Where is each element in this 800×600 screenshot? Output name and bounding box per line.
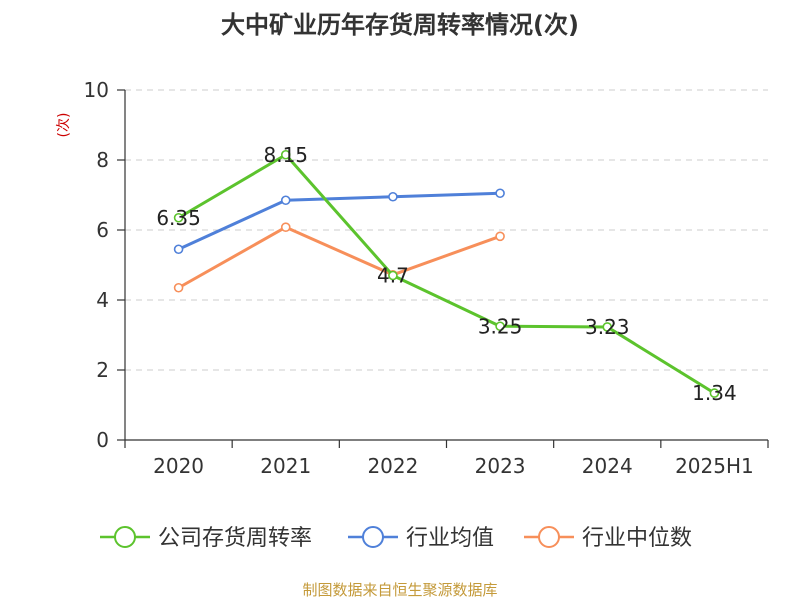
y-axis-label: (次): [56, 113, 72, 138]
legend-marker: [114, 526, 136, 548]
x-tick-label: 2022: [367, 454, 418, 478]
data-point: [280, 222, 291, 232]
x-tick-label: 2024: [582, 454, 633, 478]
x-tick-label: 2023: [475, 454, 526, 478]
x-tick-label: 2021: [260, 454, 311, 478]
y-tick-label: 8: [96, 148, 109, 172]
data-point: [280, 195, 291, 206]
legend-label: 行业中位数: [582, 526, 692, 551]
data-labels: 6.35 8.15 4.7 3.25 3.23 1.34: [156, 143, 736, 405]
data-label: 4.7: [377, 264, 409, 288]
data-point: [495, 231, 505, 242]
legend-label: 行业均值: [406, 526, 494, 551]
y-tick-label: 4: [96, 288, 109, 312]
x-tick-label: 2020: [153, 454, 204, 478]
y-tick-label: 0: [96, 428, 109, 452]
data-point: [709, 388, 720, 398]
chart-title: 大中矿业历年存货周转率情况(次): [221, 11, 579, 39]
data-point: [173, 244, 184, 255]
x-tick-label: 2025H1: [675, 454, 754, 478]
data-point: [602, 322, 613, 332]
legend-marker: [362, 526, 384, 548]
y-tick-label: 10: [84, 78, 109, 102]
data-label: 3.23: [585, 315, 630, 339]
legend: 公司存货周转率 行业均值 行业中位数: [100, 526, 692, 551]
data-point: [280, 149, 291, 160]
data-point: [388, 191, 398, 202]
data-label: 3.25: [478, 314, 523, 338]
y-tick-label: 2: [96, 358, 109, 382]
data-point: [495, 188, 505, 199]
legend-marker: [538, 526, 560, 548]
source-note: 制图数据来自恒生聚源数据库: [302, 581, 497, 599]
data-point: [388, 270, 398, 281]
data-point: [173, 212, 184, 223]
legend-label: 公司存货周转率: [158, 526, 312, 551]
series-line: [177, 225, 501, 290]
y-tick-label: 6: [96, 218, 109, 242]
data-label: 8.15: [263, 143, 308, 167]
series-line: [177, 153, 716, 395]
series-line: [177, 191, 501, 251]
data-label: 1.34: [692, 381, 737, 405]
data-point: [173, 282, 184, 293]
data-label: 6.35: [156, 206, 201, 230]
data-point: [495, 321, 505, 332]
plot-series: [173, 149, 720, 398]
axes: 0 2 4 6 8 10 2020 2021 2022 2023 2024 2025H1 (次): [56, 78, 769, 478]
